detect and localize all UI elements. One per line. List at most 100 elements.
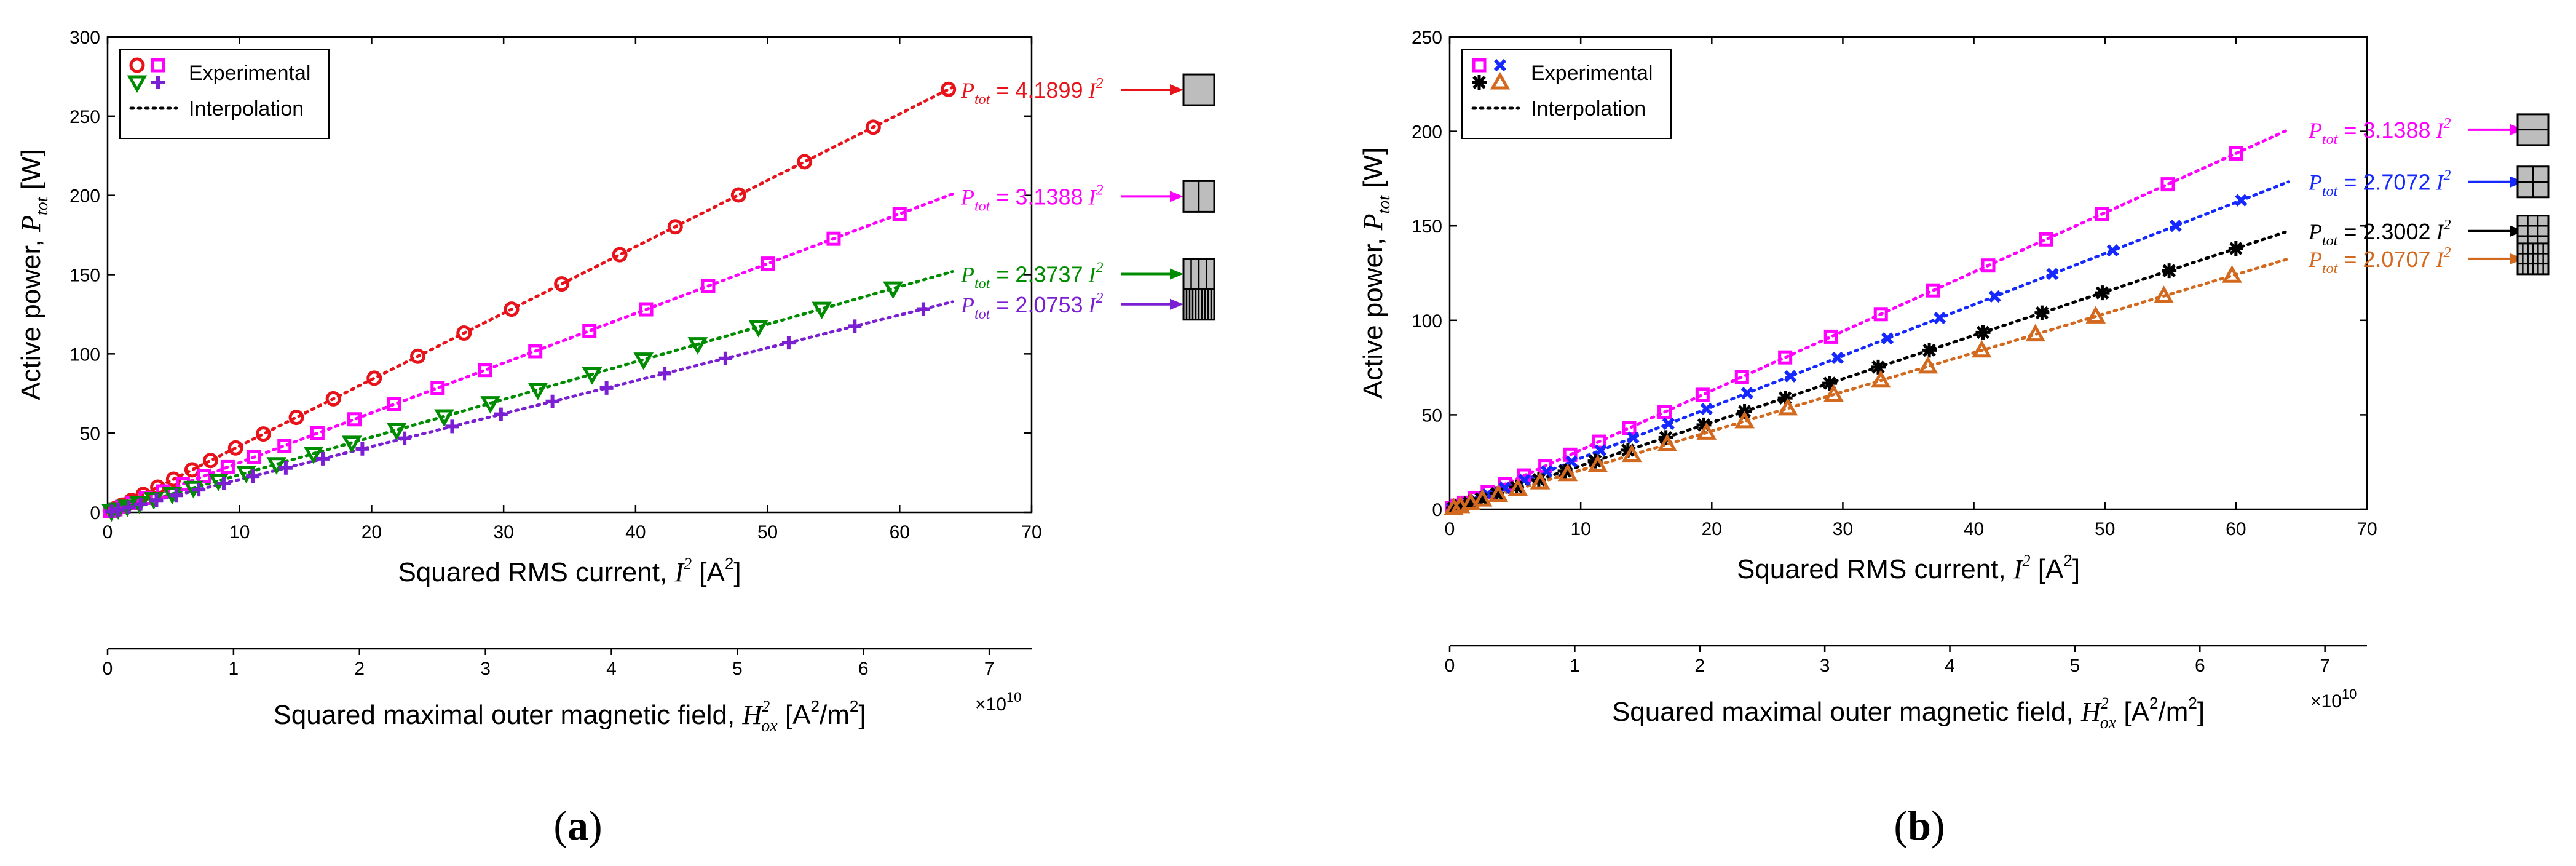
data-point-17: [1975, 325, 1991, 340]
data-point-20: [812, 301, 832, 320]
data-point-legend-1: [1493, 58, 1507, 72]
cross-section-icon: [1182, 288, 1215, 321]
secondary-tick-label: 1: [1570, 656, 1580, 676]
arrow-head: [1170, 191, 1183, 202]
secondary-tick-label: 0: [103, 659, 113, 679]
data-point-11: [1696, 417, 1712, 432]
data-point-7: [216, 476, 231, 490]
data-point-2: [1460, 492, 1481, 510]
eq-subscript: tot: [2322, 184, 2339, 200]
eq-subscript: tot: [974, 276, 991, 292]
data-point-20: [2106, 244, 2119, 257]
x-axis-label-symbol: I: [674, 557, 685, 587]
data-point-16: [528, 344, 543, 359]
data-point-15: [545, 394, 559, 408]
eq-coefficient: 2.0707: [2363, 247, 2430, 272]
data-point-18: [2034, 305, 2050, 320]
data-point-20: [761, 256, 775, 271]
y-axis-label-text: Active power,: [1358, 230, 1388, 399]
x-tick-label: 60: [2226, 519, 2246, 539]
data-point-20: [2162, 263, 2177, 279]
fit-line-3: [1448, 257, 2290, 511]
data-point-23: [941, 81, 957, 97]
x-tick-label: 20: [1702, 519, 1722, 539]
eq-equals: =: [2337, 219, 2363, 244]
secondary-exp-power: 10: [1006, 689, 1021, 705]
data-point-14: [1822, 376, 1838, 391]
eq-subscript: tot: [974, 92, 991, 108]
x-tick-label: 40: [625, 522, 646, 542]
data-point-4: [1488, 484, 1509, 502]
data-point-22: [892, 207, 907, 221]
secondary-tick-label: 5: [732, 659, 743, 679]
secondary-tick-label: 2: [354, 659, 365, 679]
y-axis-label-subscript: tot: [1375, 195, 1394, 214]
data-point-10: [1627, 431, 1640, 444]
legend-interpolation: Interpolation: [189, 97, 304, 121]
secondary-tick-label: 6: [2195, 656, 2205, 676]
data-point-10: [277, 439, 292, 453]
secondary-tick-label: 0: [1445, 656, 1455, 676]
data-point-18: [1981, 258, 1996, 273]
fit-line-2: [106, 270, 954, 514]
cross-section-icon: [1182, 258, 1215, 291]
data-point-11: [288, 410, 304, 426]
data-point-21: [2160, 177, 2175, 192]
data-point-10: [315, 451, 330, 466]
eq-subscript: tot: [2322, 261, 2339, 277]
panel-label-close: ): [588, 802, 603, 849]
data-point-18: [718, 351, 732, 365]
eq-equals: =: [990, 184, 1015, 209]
eq-symbol: P: [2308, 247, 2322, 272]
x-tick-label: 60: [890, 522, 910, 542]
data-point-22: [865, 119, 881, 135]
x-axis-label-unit: [A: [692, 557, 725, 587]
secondary-exp-base: ×10: [2310, 691, 2342, 712]
data-point-3: [1474, 491, 1489, 507]
arrow-head: [1170, 84, 1183, 96]
cross-section-icon: [1182, 73, 1215, 106]
data-point-1: [111, 503, 125, 517]
equation-annotation-1: Ptot = 2.7072 I2: [2308, 165, 2550, 200]
y-tick-label: 100: [69, 344, 100, 365]
eq-exponent: 2: [1096, 260, 1103, 276]
y-tick-label: 150: [69, 266, 100, 286]
data-point-12: [1695, 387, 1710, 402]
eq-variable: I: [1083, 185, 1097, 209]
eq-equals: =: [2337, 170, 2363, 195]
secondary-label-exponent: 2: [2101, 694, 2109, 712]
data-point-19: [781, 336, 796, 350]
secondary-label-text: Squared maximal outer magnetic field,: [1612, 697, 2081, 727]
eq-symbol: P: [2308, 118, 2322, 143]
x-axis-label-text: Squared RMS current,: [398, 557, 674, 587]
legend: Experimental Interpolation: [1461, 49, 1672, 139]
x-axis-label-unit-end: ]: [733, 557, 741, 587]
y-tick-label: 150: [1412, 217, 1442, 237]
y-axis-label-unit: [W]: [1358, 148, 1388, 196]
data-point-13: [366, 370, 382, 386]
eq-variable: I: [1083, 78, 1097, 103]
secondary-axis-label: Squared maximal outer magnetic field, H2…: [1612, 694, 2205, 733]
data-point-14: [480, 396, 500, 414]
eq-subscript: tot: [2322, 233, 2339, 249]
data-point-8: [202, 453, 218, 469]
data-point-legend-2: [1472, 75, 1487, 90]
data-point-16: [1918, 356, 1938, 374]
eq-coefficient: 3.1388: [1015, 184, 1083, 209]
equation-annotation-0: Ptot = 3.1388 I2: [2308, 113, 2550, 148]
x-tick-label: 70: [2357, 519, 2377, 539]
data-point-3: [133, 497, 148, 511]
y-axis-label-subscript: tot: [33, 196, 52, 215]
data-point-7: [197, 469, 211, 483]
secondary-label-unit: [A: [778, 700, 811, 730]
data-point-11: [1696, 422, 1717, 440]
eq-subscript: tot: [2322, 132, 2339, 148]
data-point-8: [1587, 455, 1608, 472]
data-point-16: [599, 381, 614, 395]
data-point-6: [1530, 472, 1551, 490]
data-point-8: [220, 459, 235, 474]
secondary-tick-label: 3: [480, 659, 491, 679]
series-3: [105, 302, 930, 518]
data-point-11: [1657, 405, 1672, 419]
eq-subscript: tot: [974, 198, 991, 214]
